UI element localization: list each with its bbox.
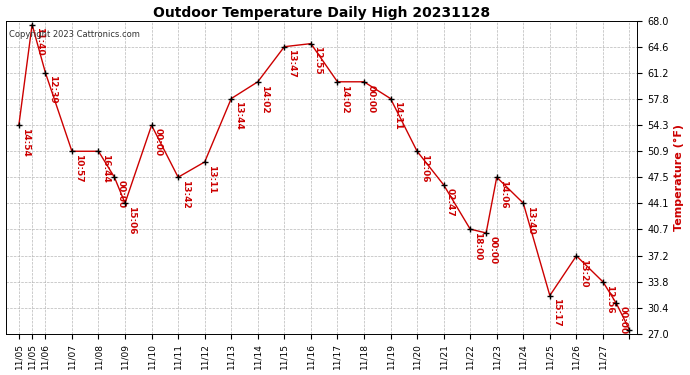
- Text: 14:02: 14:02: [340, 85, 349, 113]
- Text: 13:44: 13:44: [234, 101, 243, 130]
- Text: 14:06: 14:06: [499, 180, 509, 209]
- Text: 15:06: 15:06: [128, 206, 137, 234]
- Title: Outdoor Temperature Daily High 20231128: Outdoor Temperature Daily High 20231128: [153, 6, 490, 20]
- Text: 13:11: 13:11: [207, 165, 216, 194]
- Text: 00:00: 00:00: [366, 85, 375, 113]
- Text: 00:00: 00:00: [489, 236, 497, 264]
- Text: 12:55: 12:55: [313, 46, 322, 75]
- Text: 02:47: 02:47: [446, 188, 455, 216]
- Text: 14:11: 14:11: [393, 101, 402, 130]
- Text: 00:00: 00:00: [619, 306, 628, 334]
- Text: 13:40: 13:40: [526, 206, 535, 235]
- Text: 12:56: 12:56: [605, 285, 614, 313]
- Text: Copyright 2023 Cattronics.com: Copyright 2023 Cattronics.com: [9, 30, 139, 39]
- Text: 14:54: 14:54: [21, 128, 30, 157]
- Text: 14:02: 14:02: [260, 85, 269, 113]
- Text: 18:00: 18:00: [473, 232, 482, 260]
- Text: 00:00: 00:00: [154, 128, 163, 156]
- Text: 15:17: 15:17: [552, 298, 561, 327]
- Text: 13:20: 13:20: [579, 259, 588, 287]
- Text: 12:39: 12:39: [48, 75, 57, 104]
- Text: 11:40: 11:40: [34, 27, 43, 56]
- Text: 13:47: 13:47: [287, 50, 296, 78]
- Text: 13:42: 13:42: [181, 180, 190, 209]
- Y-axis label: Temperature (°F): Temperature (°F): [674, 124, 684, 231]
- Text: 10:57: 10:57: [75, 154, 83, 183]
- Text: 00:00: 00:00: [117, 180, 126, 208]
- Text: 12:06: 12:06: [420, 154, 428, 183]
- Text: 16:44: 16:44: [101, 154, 110, 183]
